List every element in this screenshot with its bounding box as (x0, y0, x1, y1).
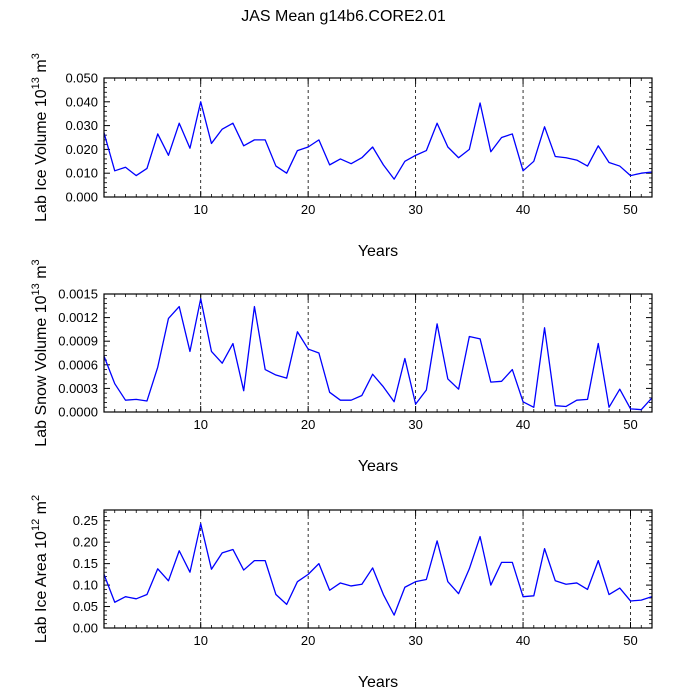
x-tick-label: 20 (301, 633, 315, 648)
plot-frame (103, 509, 653, 629)
x-tick-label: 50 (623, 202, 637, 217)
y-tick-label: 0.040 (65, 94, 98, 109)
y-tick-label: 0.15 (73, 556, 98, 571)
x-axis-label: Years (358, 458, 398, 475)
y-tick-label: 0.25 (73, 513, 98, 528)
series-line (103, 101, 653, 180)
x-tick-label: 10 (193, 202, 207, 217)
y-tick-label: 0.00 (73, 621, 98, 636)
plot-frame (103, 77, 653, 198)
x-tick-label: 20 (301, 417, 315, 432)
panel-ice-area: 10 20 30 40 50 0.00 0.05 0.10 0.15 0.20 0.25 Years L… (30, 495, 653, 687)
y-tick-label: 0.05 (73, 599, 98, 614)
x-tick-label: 10 (193, 633, 207, 648)
x-axis-label: Years (358, 243, 398, 260)
y-tick-label: 0.10 (73, 578, 98, 593)
y-tick-label: 0.0006 (58, 357, 98, 372)
x-tick-label: 30 (408, 417, 422, 432)
x-tick-label: 10 (193, 417, 207, 432)
figure-title: JAS Mean g14b6.CORE2.01 (241, 8, 446, 25)
x-tick-label: 30 (408, 633, 422, 648)
y-tick-label: 0.010 (65, 166, 98, 181)
y-axis-label: Lab Ice Area 1012 m2 (30, 495, 50, 643)
x-tick-label: 40 (516, 202, 530, 217)
x-tick-label: 40 (516, 417, 530, 432)
y-tick-label: 0.0003 (58, 381, 98, 396)
y-axis-label: Lab Snow Volume 1013 m3 (30, 259, 50, 446)
y-tick-label: 0.050 (65, 71, 98, 86)
x-tick-label: 30 (408, 202, 422, 217)
x-tick-label: 40 (516, 633, 530, 648)
y-tick-label: 0.0015 (58, 287, 98, 302)
panel-ice-volume: 10 20 30 40 50 0.000 0.010 0.020 0.030 0.040 0.050… (30, 53, 653, 260)
y-tick-label: 0.020 (65, 142, 98, 157)
x-axis-label: Years (358, 674, 398, 687)
x-tick-label: 50 (623, 633, 637, 648)
series-line (103, 298, 653, 411)
x-tick-label: 50 (623, 417, 637, 432)
y-tick-label: 0.0012 (58, 310, 98, 325)
x-tick-label: 20 (301, 202, 315, 217)
y-axis-label: Lab Ice Volume 1013 m3 (30, 53, 50, 222)
y-tick-label: 0.030 (65, 118, 98, 133)
y-tick-label: 0.0009 (58, 334, 98, 349)
panel-snow-volume: 10 20 30 40 50 0.0000 0.0003 0.0006 0.0009 0.0012… (30, 259, 653, 475)
series-line (103, 523, 653, 616)
plot-frame (103, 293, 653, 413)
y-tick-label: 0.000 (65, 190, 98, 205)
y-tick-label: 0.0000 (58, 405, 98, 420)
y-tick-label: 0.20 (73, 535, 98, 550)
